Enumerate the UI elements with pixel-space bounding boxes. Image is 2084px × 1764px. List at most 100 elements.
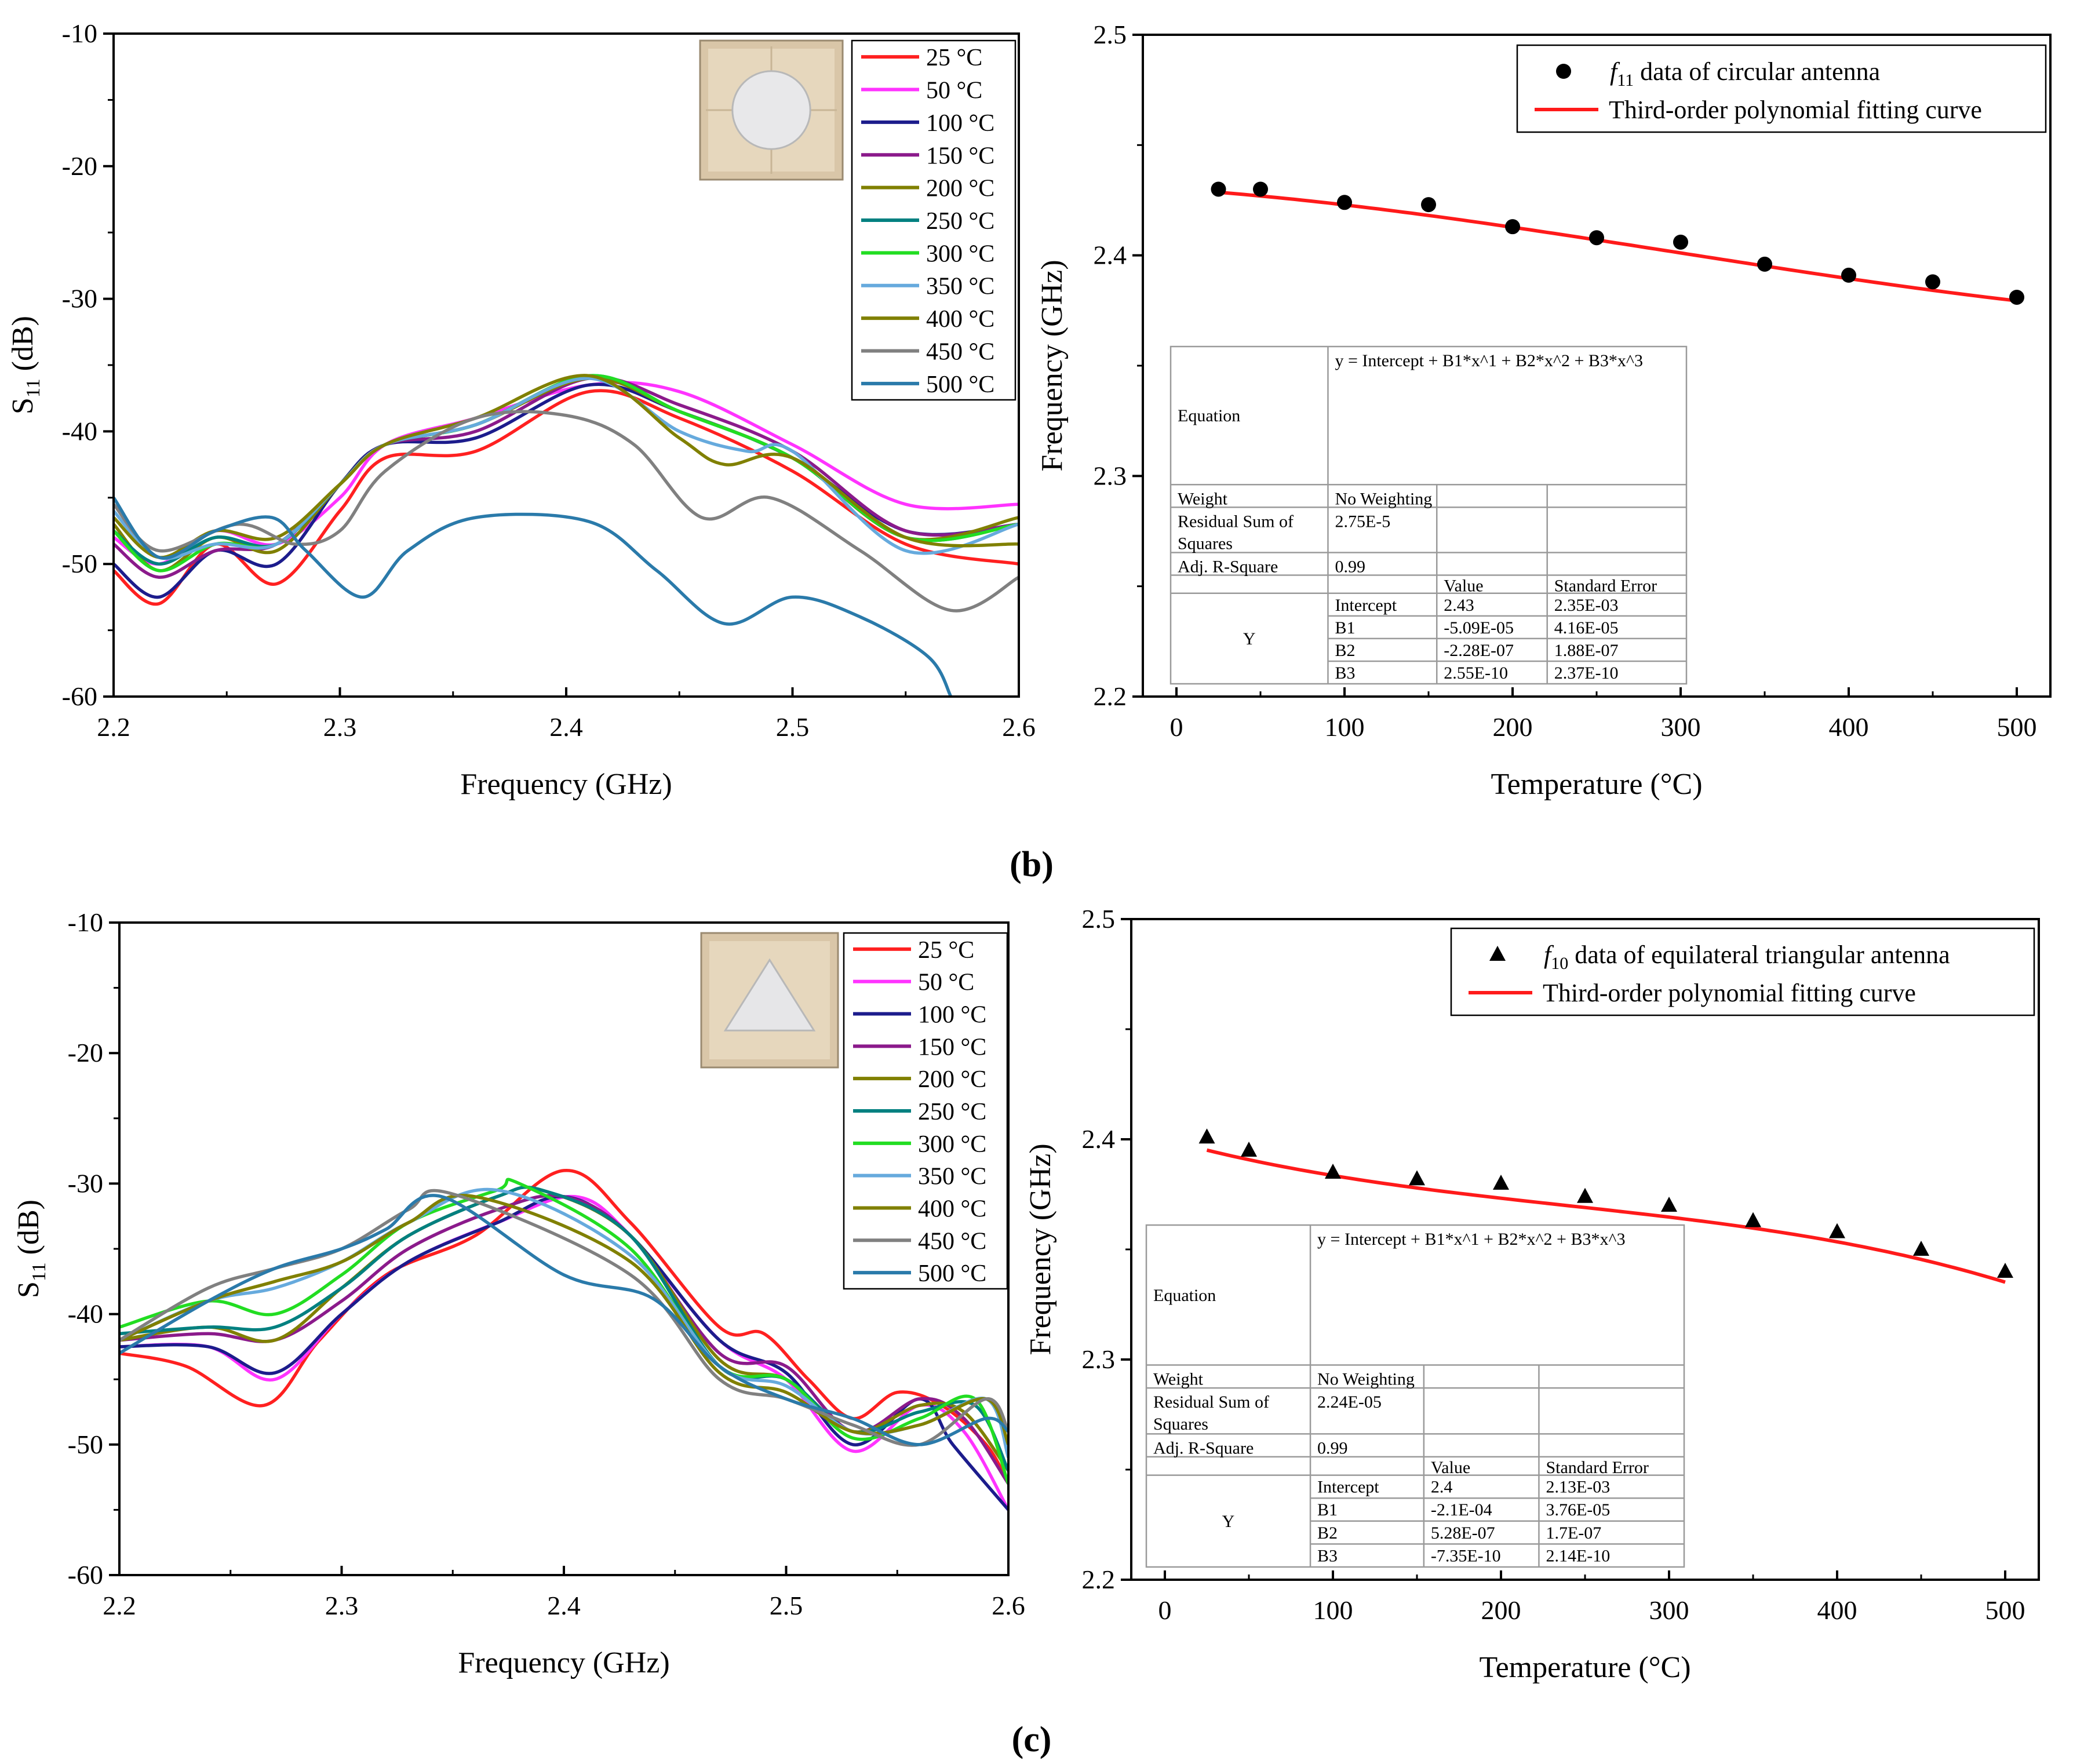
rss-value: 2.24E-05	[1317, 1393, 1382, 1412]
rss-label: Residual Sum of	[1153, 1393, 1269, 1412]
series-line-400c	[119, 1194, 1008, 1446]
legend-label: 100 °C	[918, 1002, 986, 1029]
y-tick-label: -30	[62, 284, 97, 314]
r2-value: 0.99	[1317, 1438, 1348, 1457]
series-line-50c	[119, 1194, 1008, 1511]
y-axis-title-subscript: 11	[23, 378, 44, 398]
data-point	[1493, 1175, 1509, 1190]
param-name: Intercept	[1317, 1478, 1379, 1497]
legend-fit-label: Third-order polynomial fitting curve	[1609, 96, 1982, 124]
legend-label: 350 °C	[918, 1164, 986, 1190]
y-axis-title-unit: (dB)	[12, 1200, 45, 1262]
param-value: -5.09E-05	[1444, 618, 1514, 637]
legend-label: 400 °C	[918, 1196, 986, 1222]
param-se: 2.37E-10	[1554, 664, 1619, 683]
data-point	[1409, 1170, 1425, 1186]
legend-label: 250 °C	[918, 1099, 986, 1125]
data-point	[1211, 181, 1226, 197]
x-tick-label: 2.4	[547, 1591, 581, 1620]
table-frame	[1145, 1224, 1685, 1568]
fit-table: Equation y = Intercept + B1*x^1 + B2*x^2 …	[1169, 345, 1688, 685]
fit-chart-1: 0 100 200 300 400 500 2.5 2.4 2.3 2.2 Temperature …	[1024, 904, 2040, 1684]
legend-data-label: f11 data of circular antenna	[1610, 57, 1880, 90]
legend-label: 500 °C	[926, 371, 994, 398]
series-line-250c	[119, 1185, 1008, 1472]
legend-label: 150 °C	[926, 143, 994, 169]
x-axis-title: Temperature (°C)	[1479, 1651, 1690, 1684]
param-value: 2.55E-10	[1444, 664, 1508, 683]
legend-label: 100 °C	[926, 110, 994, 137]
rss-value: 2.75E-5	[1335, 512, 1390, 531]
series-line-400c	[114, 374, 1019, 559]
triangular-patch-shape	[723, 958, 816, 1032]
panel-label-c: (c)	[1012, 1720, 1052, 1759]
legend-label: 200 °C	[918, 1066, 986, 1093]
legend-marker	[1489, 946, 1506, 961]
circular-antenna-photo	[699, 39, 844, 181]
legend-label: 500 °C	[918, 1260, 986, 1287]
legend-label: 450 °C	[926, 338, 994, 365]
y-tick-label: -30	[68, 1168, 103, 1198]
y-tick-label: 2.4	[1082, 1124, 1116, 1154]
equation-label: Equation	[1178, 406, 1240, 425]
weight-value: No Weighting	[1335, 489, 1432, 508]
panel-label-b: (b)	[1010, 845, 1054, 884]
x-tick-label: 2.2	[103, 1591, 136, 1620]
x-axis-title: Temperature (°C)	[1491, 768, 1702, 801]
x-tick-label: 200	[1481, 1595, 1521, 1625]
x-tick-label: 300	[1649, 1595, 1689, 1625]
x-tick-label: 100	[1313, 1595, 1353, 1625]
param-se: 2.13E-03	[1546, 1478, 1610, 1497]
spectrum-curves	[114, 374, 1019, 697]
y-axis-title-symbol: S	[6, 398, 39, 414]
legend-label: 200 °C	[926, 176, 994, 202]
data-point	[1925, 274, 1940, 290]
y-tick-label: -60	[62, 681, 97, 711]
y-axis-title-symbol: S	[12, 1281, 45, 1298]
x-tick-label: 500	[1997, 712, 2037, 742]
data-point	[2009, 289, 2024, 305]
legend-data-label: f10 data of equilateral triangular anten…	[1544, 941, 1950, 973]
x-tick-label: 2.5	[770, 1591, 803, 1620]
data-point	[1241, 1142, 1257, 1157]
param-name: B1	[1317, 1500, 1338, 1519]
y-tick-label: -10	[62, 19, 97, 48]
param-name: B3	[1335, 664, 1355, 683]
x-axis-title: Frequency (GHz)	[458, 1646, 669, 1679]
y-tick-label: -10	[68, 907, 103, 937]
x-tick-label: 2.3	[323, 712, 357, 742]
legend-label: 250 °C	[926, 208, 994, 235]
data-point	[1829, 1223, 1845, 1238]
spectrum-chart-0: 2.2 2.3 2.4 2.5 2.6 -10 -20 -30 -40 -50 -60 Frequen…	[6, 19, 1036, 801]
fit-curve	[1218, 190, 2017, 302]
r2-label: Adj. R-Square	[1178, 557, 1278, 576]
equation-text: y = Intercept + B1*x^1 + B2*x^2 + B3*x^3	[1335, 351, 1643, 370]
x-tick-label: 2.4	[549, 712, 583, 742]
y-tick-label: -40	[68, 1299, 103, 1329]
legend-label: 450 °C	[918, 1228, 986, 1255]
r2-value: 0.99	[1335, 557, 1365, 576]
y-tick-label: 2.2	[1094, 681, 1127, 711]
data-point	[1198, 1128, 1215, 1144]
fit-chart-0: 0 100 200 300 400 500 2.5 2.4 2.3 2.2 Temperature …	[1036, 20, 2052, 801]
legend-label: 25 °C	[926, 45, 982, 71]
data-point	[1577, 1187, 1593, 1203]
y-tick-label: 2.5	[1094, 20, 1127, 49]
x-tick-label: 500	[1985, 1595, 2025, 1625]
series-line-150c	[114, 376, 1019, 579]
data-point	[1673, 234, 1688, 250]
legend: f10 data of equilateral triangular anten…	[1450, 927, 2035, 1016]
legend-label: 50 °C	[918, 970, 974, 996]
y-tick-label: 2.2	[1082, 1565, 1116, 1594]
series-line-25c	[119, 1169, 1008, 1485]
data-point	[1337, 195, 1352, 210]
param-value: 2.4	[1431, 1478, 1453, 1497]
y-axis-title: S11 (dB)	[12, 1200, 50, 1298]
param-name: B2	[1335, 641, 1355, 660]
x-tick-label: 2.6	[1002, 712, 1036, 742]
y-tick-label: -40	[62, 416, 97, 446]
weight-label: Weight	[1178, 489, 1228, 508]
x-tick-label: 0	[1170, 712, 1183, 742]
param-value: 5.28E-07	[1431, 1524, 1495, 1543]
fit-table: Equation y = Intercept + B1*x^1 + B2*x^2 …	[1145, 1224, 1685, 1568]
